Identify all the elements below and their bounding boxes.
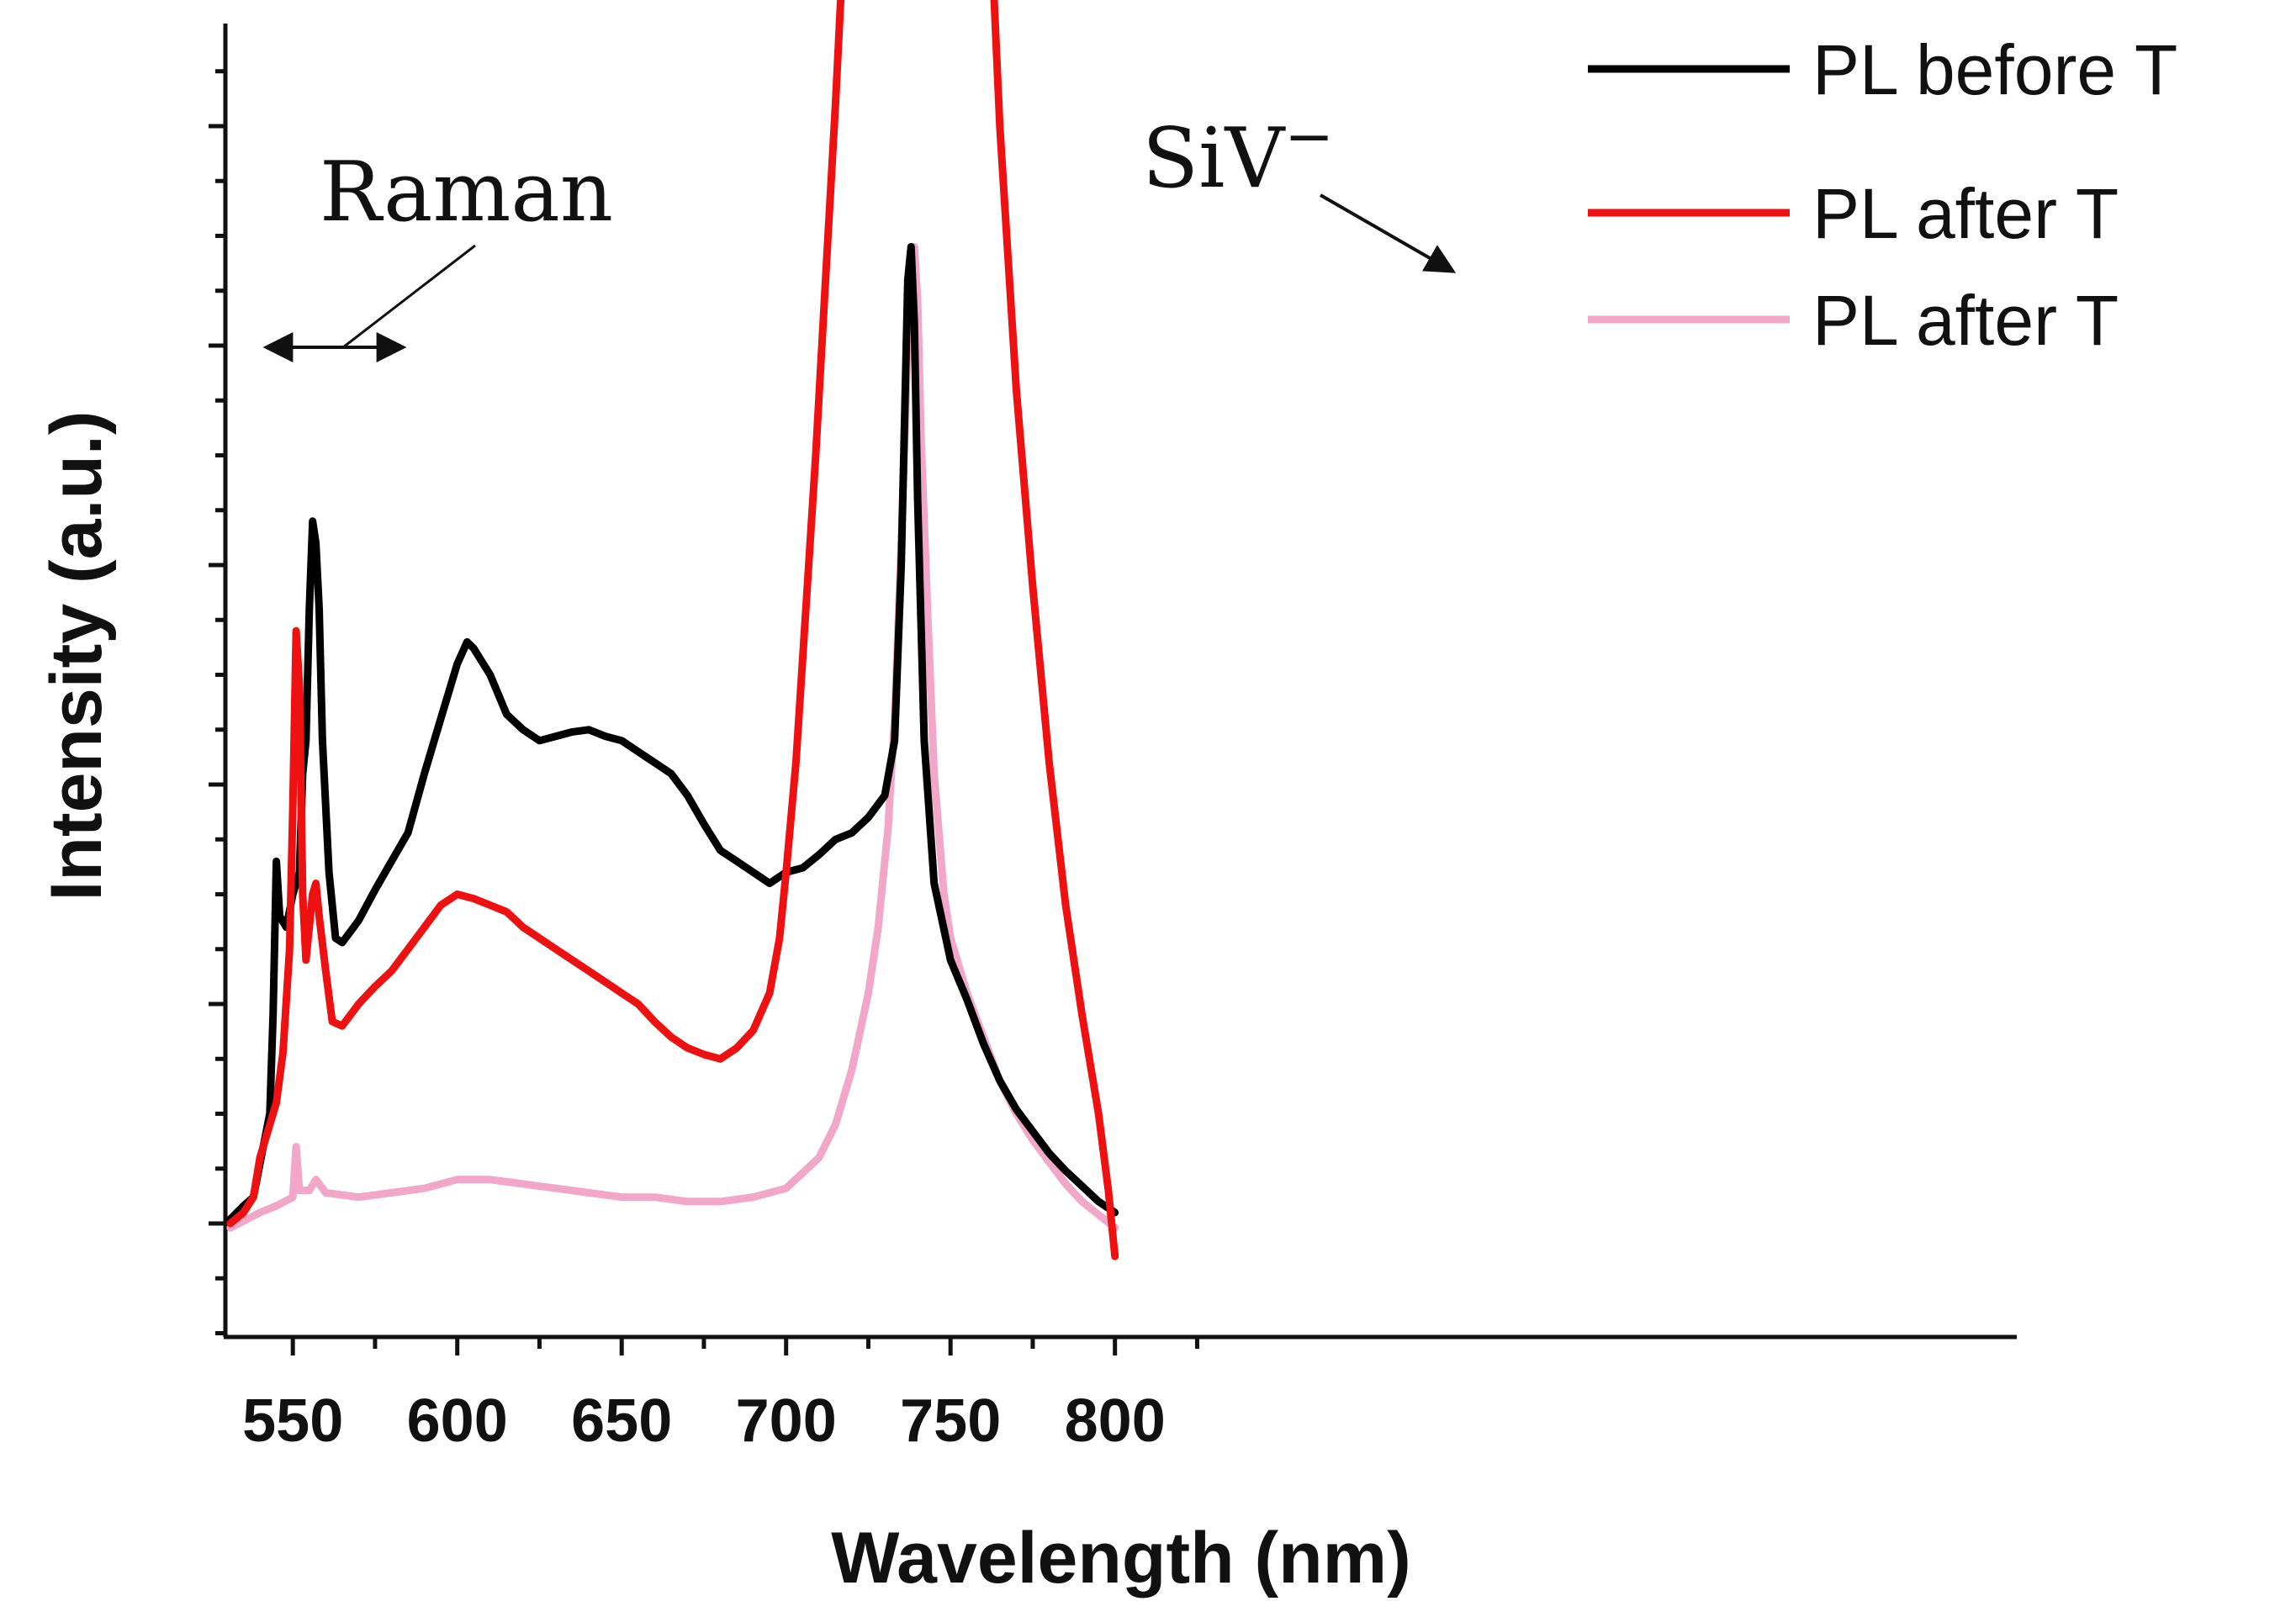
series-line-1 <box>226 0 1119 1260</box>
raman-annotation: Raman <box>262 145 613 362</box>
legend-label-1: PL after T <box>1812 174 2119 253</box>
y-axis-title: Intensity (a.u.) <box>36 411 117 901</box>
raman-label: Raman <box>320 145 613 240</box>
x-tick-label: 800 <box>1065 1387 1166 1455</box>
siv-arrow <box>1320 193 1457 273</box>
siv-label: SiV− <box>1142 102 1334 207</box>
siv-label-text: SiV <box>1142 111 1286 207</box>
legend: PL before T PL after T PL after T <box>1588 30 2177 360</box>
series-layer <box>226 0 1119 1260</box>
series-line-2 <box>226 243 1119 1232</box>
raman-leader-line <box>342 244 476 349</box>
siv-superscript: − <box>1284 102 1334 171</box>
y-ticks <box>209 69 225 1335</box>
x-axis-title: Wavelength (nm) <box>831 1518 1411 1599</box>
siv-annotation: SiV− <box>1142 102 1457 273</box>
x-tick-label: 600 <box>407 1387 508 1455</box>
legend-label-2: PL after T <box>1812 281 2119 360</box>
x-tick-label: 750 <box>900 1387 1001 1455</box>
x-tick-label: 650 <box>571 1387 672 1455</box>
x-ticks <box>290 1337 1199 1355</box>
x-tick-label: 700 <box>736 1387 837 1455</box>
series-line-0 <box>226 243 1119 1223</box>
legend-label-0: PL before T <box>1812 30 2177 109</box>
x-tick-labels: 550 600 650 700 750 800 <box>242 1387 1166 1455</box>
x-tick-label: 550 <box>242 1387 343 1455</box>
